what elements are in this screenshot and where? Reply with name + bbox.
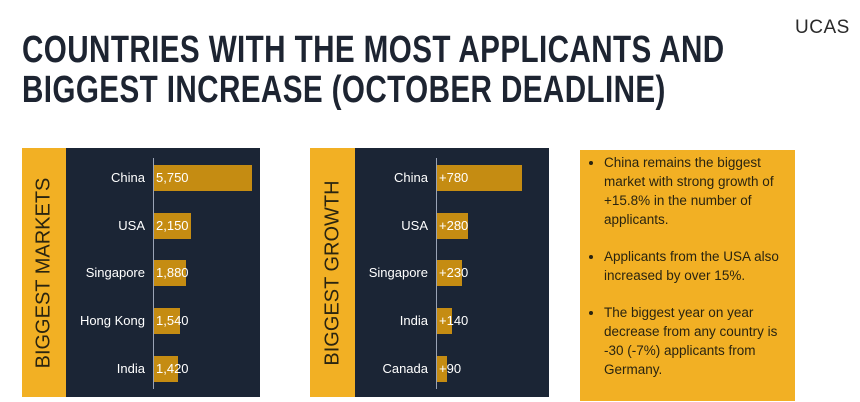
bar: [437, 260, 463, 286]
axis-line: [436, 158, 437, 389]
bar: [437, 308, 453, 334]
bar: [437, 356, 447, 382]
bar: [437, 213, 468, 239]
notes-box: China remains the biggest market with st…: [580, 150, 795, 401]
category-label: China: [111, 170, 145, 185]
title-line-2: BIGGEST INCREASE (OCTOBER DEADLINE): [22, 69, 666, 111]
data-label: +230: [439, 265, 469, 280]
biggest-growth-chart: BIGGEST GROWTH China +780 USA +280 Singapore…: [310, 148, 549, 397]
bar: [154, 213, 191, 239]
bar: [437, 165, 522, 191]
data-label: +140: [439, 313, 469, 328]
title-line-1: COUNTRIES WITH THE MOST APPLICANTS AND: [22, 29, 725, 71]
category-label: Singapore: [368, 265, 428, 280]
page-title: COUNTRIES WITH THE MOST APPLICANTS AND B…: [22, 30, 725, 110]
data-label: 1,540: [156, 313, 189, 328]
note-item: Applicants from the USA also increased b…: [604, 247, 787, 285]
bar: [154, 260, 187, 286]
note-item: The biggest year on year decrease from a…: [604, 303, 787, 379]
category-label: Canada: [382, 361, 428, 376]
data-label: +90: [439, 361, 462, 376]
chart-title-strip: BIGGEST GROWTH: [310, 148, 355, 397]
note-item: China remains the biggest market with st…: [604, 153, 787, 229]
biggest-markets-chart: BIGGEST MARKETS China 5,750 USA 2,150 Singap…: [22, 148, 260, 397]
chart-title-strip: BIGGEST MARKETS: [22, 148, 66, 397]
data-label: 1,880: [156, 265, 189, 280]
category-label: China: [394, 170, 428, 185]
category-label: USA: [118, 218, 145, 233]
category-label: Singapore: [85, 265, 145, 280]
bar: [154, 165, 252, 191]
category-label: India: [116, 361, 145, 376]
axis-line: [153, 158, 154, 389]
data-label: 1,420: [156, 361, 189, 376]
bar: [154, 356, 179, 382]
data-label: +280: [439, 218, 469, 233]
category-label: India: [399, 313, 428, 328]
bar: [154, 308, 181, 334]
data-label: +780: [439, 170, 469, 185]
data-label: 2,150: [156, 218, 189, 233]
category-label: Hong Kong: [79, 313, 145, 328]
data-label: 5,750: [156, 170, 189, 185]
ucas-logo: UCAS: [795, 17, 850, 38]
category-label: USA: [401, 218, 428, 233]
